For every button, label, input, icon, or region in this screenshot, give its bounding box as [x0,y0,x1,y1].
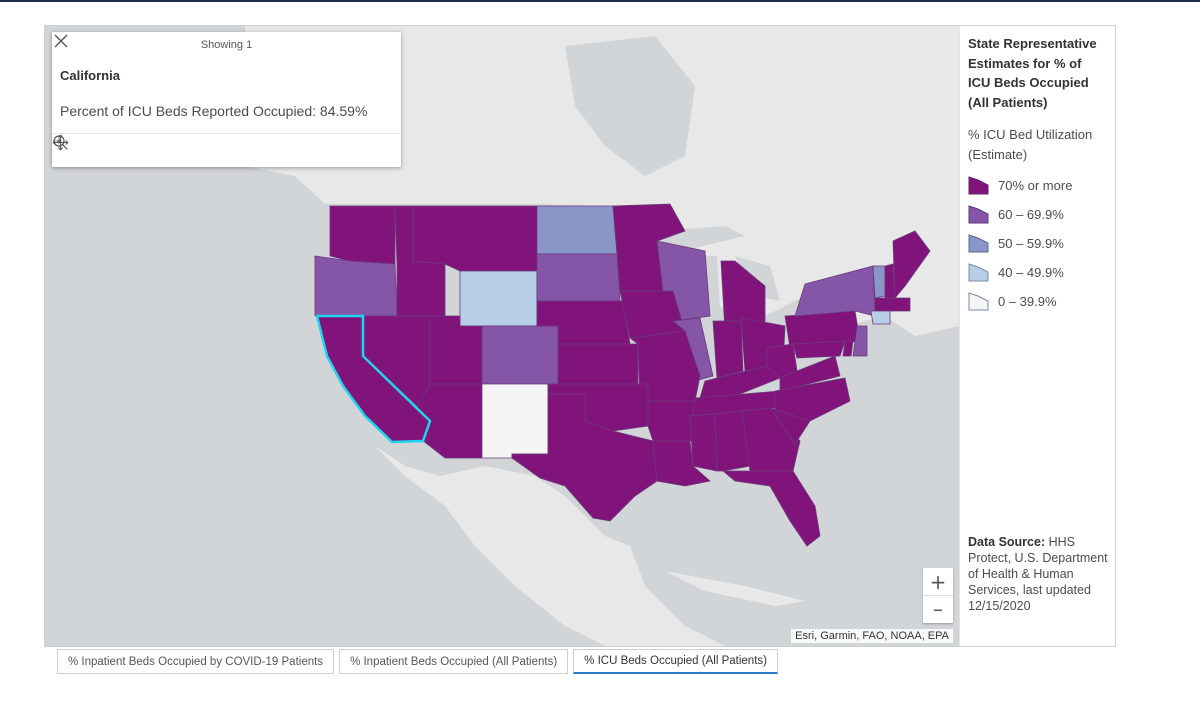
state-florida [721,470,821,547]
legend-item: 60 – 69.9% [968,200,1107,229]
tab-inpatient-all[interactable]: % Inpatient Beds Occupied (All Patients) [339,649,569,674]
zoom-control: + – [923,568,953,623]
tab-icu-all[interactable]: % ICU Beds Occupied (All Patients) [573,649,778,674]
state-mississippi [689,413,718,472]
state-kansas [557,343,639,385]
state-michigan [720,260,766,332]
state-oregon [314,255,398,317]
legend-item-label: 50 – 59.9% [998,236,1064,251]
state-maryland [792,340,846,359]
mexico-land [375,446,725,646]
legend-item-label: 70% or more [998,178,1073,193]
state-delaware [842,340,854,357]
legend-item-label: 0 – 39.9% [998,294,1057,309]
state-indiana [712,320,744,379]
state-vermont [872,265,886,299]
state-arkansas [647,400,696,442]
data-source: Data Source: HHS Protect, U.S. Departmen… [968,534,1112,614]
state-georgia [741,407,801,472]
state-virginia [779,355,841,392]
data-source-label: Data Source: [968,535,1046,549]
legend-subtitle: % ICU Bed Utilization (Estimate) [968,127,1093,162]
legend-item: 70% or more [968,171,1107,200]
legend-items: 70% or more 60 – 69.9% 50 – 59.9% 40 – 4… [968,171,1107,316]
popup-header-text: Showing 1 [200,39,253,51]
layer-tabs: % Inpatient Beds Occupied by COVID-19 Pa… [57,649,778,674]
legend-swatch [968,205,989,224]
legend-swatch [968,292,989,311]
dashboard-frame: Showing 1 California Percent of ICU Beds… [44,25,1116,647]
hudson-bay [565,36,695,176]
state-montana [412,205,538,272]
state-iowa [619,290,686,339]
state-north-dakota [536,205,618,255]
state-north-carolina [774,377,851,422]
tab-inpatient-covid[interactable]: % Inpatient Beds Occupied by COVID-19 Pa… [57,649,335,674]
state-new-york [794,265,876,317]
legend-item-label: 60 – 69.9% [998,207,1064,222]
legend-swatch [968,263,989,282]
state-maine [892,230,931,300]
map-view[interactable]: Showing 1 California Percent of ICU Beds… [45,26,959,646]
top-bar [0,0,1200,2]
state-new-mexico [481,383,549,459]
state-kentucky [699,365,781,399]
popup-header: Showing 1 [52,32,401,58]
state-connecticut [870,310,891,325]
legend-swatch [968,176,989,195]
state-washington [329,205,396,265]
state-new-hampshire [884,263,896,299]
legend-item: 50 – 59.9% [968,229,1107,258]
lake-huron [735,256,780,301]
state-colorado [481,325,559,385]
state-new-jersey [852,325,868,357]
zoom-out-button[interactable]: – [923,595,953,622]
legend-swatch [968,234,989,253]
popup-field-value: 84.59% [319,103,368,119]
state-wyoming [459,270,538,327]
legend-item-label: 40 – 49.9% [998,265,1064,280]
legend-item: 40 – 49.9% [968,258,1107,287]
state-utah [429,315,483,385]
popup-field-label: Percent of ICU Beds Reported Occupied: [60,103,317,119]
cuba-land [665,571,805,606]
state-louisiana [652,440,711,487]
legend-item: 0 – 39.9% [968,287,1107,316]
state-california [315,314,432,444]
feature-popup: Showing 1 California Percent of ICU Beds… [52,32,401,167]
zoom-to-icon[interactable] [52,134,69,151]
legend-panel: State Representative Estimates for % of … [959,26,1115,646]
state-illinois [672,317,714,382]
popup-toolbar [52,133,401,167]
close-icon[interactable] [52,32,70,50]
data-source-text: HHS Protect, U.S. Department of Health &… [968,535,1108,613]
state-alabama [714,410,751,472]
popup-field: Percent of ICU Beds Reported Occupied: 8… [52,83,401,119]
state-massachusetts [874,297,911,312]
zoom-in-button[interactable]: + [923,568,953,595]
map-attribution: Esri, Garmin, FAO, NOAA, EPA [791,629,953,643]
state-south-dakota [536,253,621,302]
legend-title: State Representative Estimates for % of … [968,36,1097,110]
popup-title: California [60,68,120,83]
state-south-carolina [768,407,811,445]
